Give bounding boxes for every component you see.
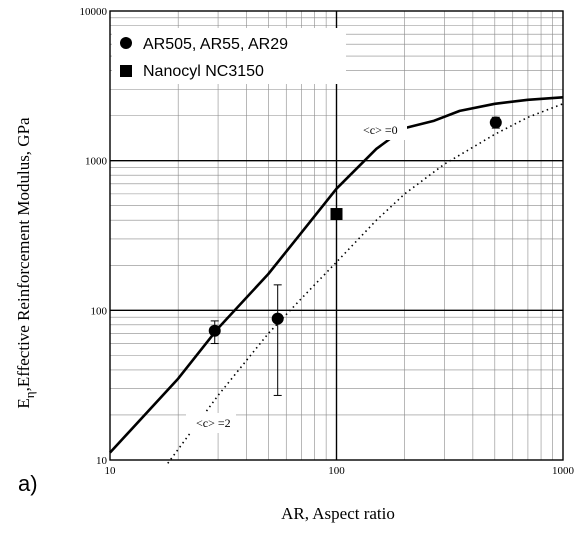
plot-frame: [109, 10, 564, 461]
curve-label-c2-background: [186, 413, 236, 433]
legend-label-series-2: Nanocyl NC3150: [143, 63, 264, 80]
y-axis-title-rest: ,Effective Reinforcement Modulus, GPa: [14, 117, 33, 391]
tick-labels: 10 100 1000 10 100 1000 10000: [80, 6, 575, 477]
legend-marker-square: [120, 65, 132, 77]
plot-grid: [110, 11, 563, 460]
panel-label: a): [18, 471, 38, 496]
data-point-circle: [271, 312, 284, 325]
curve-label-c0-background: [355, 120, 407, 140]
x-tick-label: 100: [328, 465, 345, 477]
y-tick-label: 10: [96, 455, 108, 467]
data-point-circle: [208, 324, 221, 337]
data-point-circle: [489, 116, 502, 129]
y-tick-label: 100: [91, 305, 108, 317]
legend-marker-circle: [120, 37, 132, 49]
legend-background: [112, 28, 346, 84]
data-points: [208, 116, 502, 396]
x-tick-label: 10: [105, 465, 117, 477]
data-point-square: [330, 208, 343, 221]
y-tick-label: 10000: [80, 6, 108, 18]
y-axis-title-main: E: [14, 398, 33, 408]
x-axis-title: AR, Aspect ratio: [281, 504, 395, 523]
y-axis-title-subscript: η: [22, 391, 37, 398]
plot-border: [109, 10, 564, 461]
y-tick-label: 1000: [85, 156, 108, 168]
curve-c2-dotted: [167, 103, 564, 464]
curve-label-c0: <c> =0: [363, 123, 398, 137]
legend: AR505, AR55, AR29 Nanocyl NC3150: [112, 28, 346, 84]
y-axis-title: Eη,Effective Reinforcement Modulus, GPa: [14, 117, 37, 409]
x-tick-label: 1000: [552, 465, 575, 477]
curve-label-c2: <c> =2: [196, 416, 231, 430]
legend-label-series-1: AR505, AR55, AR29: [143, 36, 288, 53]
